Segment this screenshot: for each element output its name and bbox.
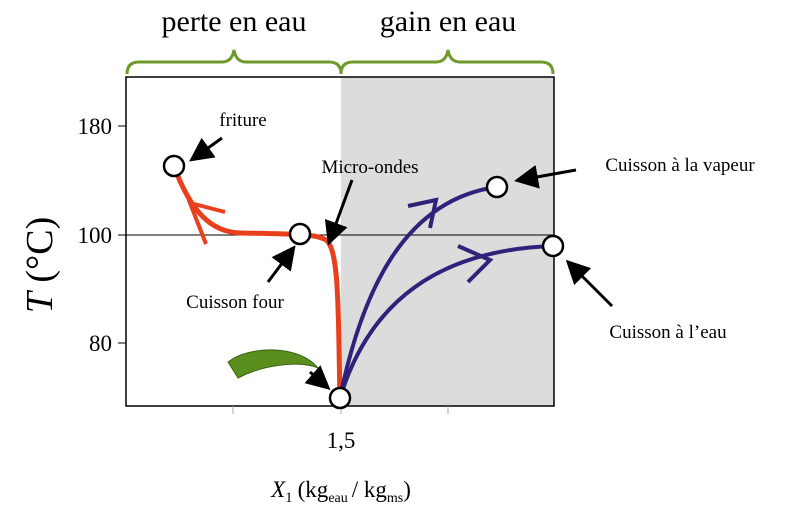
y-unit: (°C) <box>19 217 61 283</box>
point-four <box>288 222 312 246</box>
blue-chevron <box>457 244 494 284</box>
point-eau <box>541 234 565 258</box>
arrow <box>189 136 223 162</box>
x-open: (kg <box>298 477 329 502</box>
arrow <box>565 259 614 308</box>
y-tick-label: 100 <box>78 223 113 248</box>
arrow <box>304 365 331 390</box>
x-axis-title: X1 (kgeau / kgms) <box>270 477 411 506</box>
label-four: Cuisson four <box>186 292 284 313</box>
blue-curve-eau <box>338 244 554 399</box>
brace-left <box>125 49 343 75</box>
x-tick-label: 1,5 <box>327 428 356 453</box>
arrow <box>324 179 354 246</box>
y-symbol: T <box>19 289 61 313</box>
red-chevron <box>186 200 226 245</box>
y-tick-label: 180 <box>78 114 113 139</box>
x-sub2: ms <box>387 491 403 506</box>
label-micro-ondes: Micro-ondes <box>321 157 418 178</box>
point-vapeur <box>485 175 509 199</box>
arrow <box>266 245 296 283</box>
brace-right <box>339 49 555 75</box>
banana <box>227 349 319 379</box>
point-friture <box>162 154 186 178</box>
label-eau: Cuisson à l’eau <box>609 322 727 343</box>
y-axis-title: T (°C) <box>19 217 61 314</box>
x-close: ) <box>403 477 411 502</box>
arrow <box>514 165 577 189</box>
y-tick-label: 80 <box>89 331 112 356</box>
label-vapeur: Cuisson à la vapeur <box>605 155 755 176</box>
x-subscript: 1 <box>285 490 293 506</box>
x-symbol: X <box>270 477 286 502</box>
x-mid: / kg <box>352 477 388 502</box>
gain-region <box>341 77 554 406</box>
blue-chevron <box>407 197 439 229</box>
point-start <box>328 386 352 410</box>
label-friture: friture <box>219 110 266 131</box>
header-left: perte en eau <box>162 5 307 38</box>
blue-curve-vapeur <box>338 185 498 399</box>
x-sub1: eau <box>328 491 347 506</box>
header-right: gain en eau <box>380 5 517 38</box>
